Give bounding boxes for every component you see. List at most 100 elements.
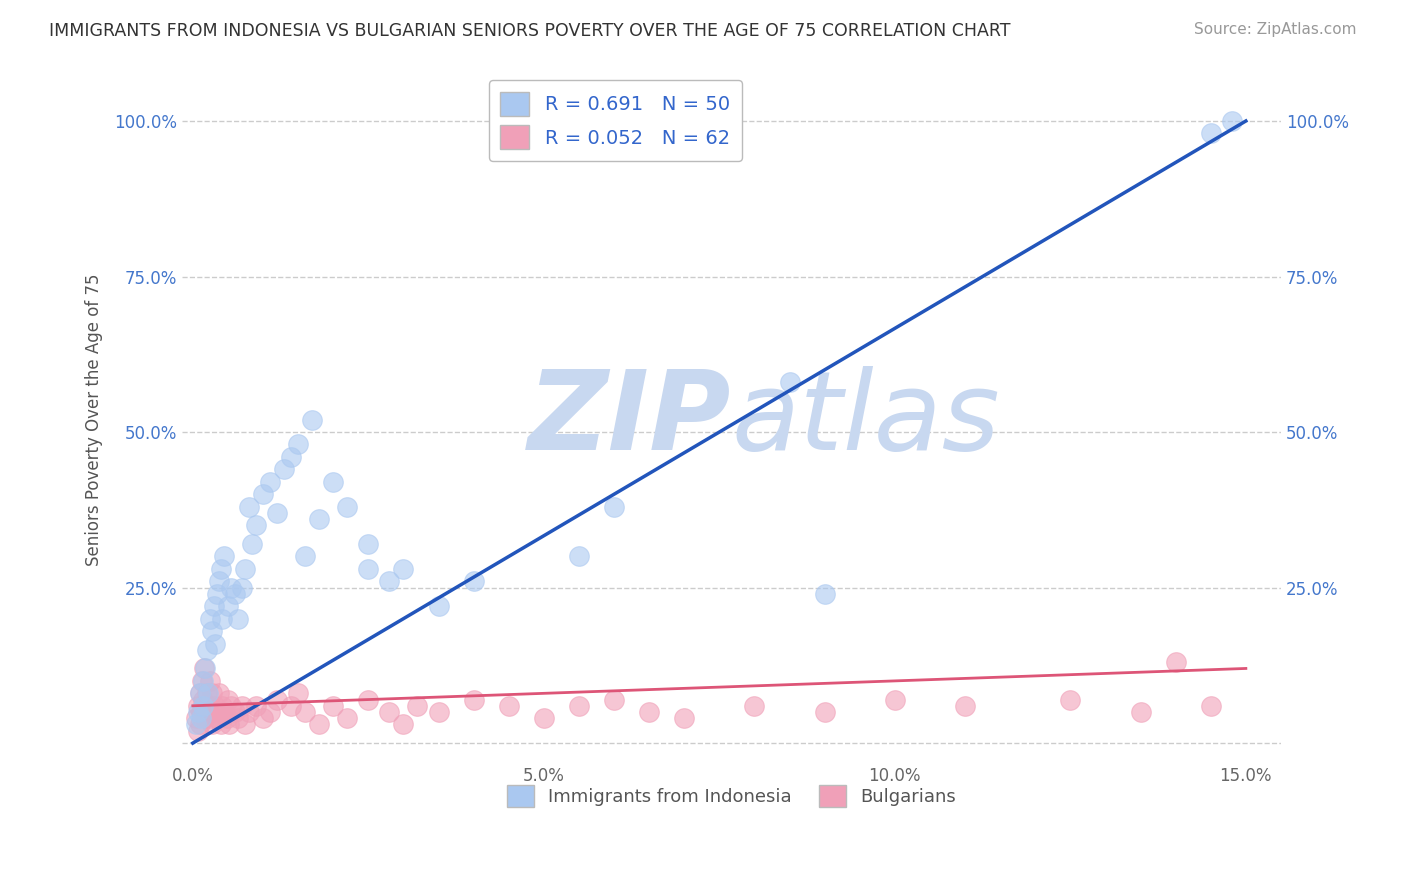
- Point: [217, 692, 239, 706]
- Point: [231, 581, 253, 595]
- Text: Source: ZipAtlas.com: Source: ZipAtlas.com: [1194, 22, 1357, 37]
- Point: [197, 698, 219, 713]
- Point: [378, 705, 401, 719]
- Point: [322, 698, 344, 713]
- Point: [214, 549, 236, 564]
- Text: ZIP: ZIP: [529, 366, 731, 473]
- Point: [193, 673, 215, 688]
- Point: [533, 711, 555, 725]
- Point: [1059, 692, 1081, 706]
- Point: [259, 475, 281, 489]
- Point: [406, 698, 429, 713]
- Point: [211, 612, 233, 626]
- Point: [187, 705, 209, 719]
- Point: [308, 717, 330, 731]
- Point: [207, 587, 229, 601]
- Point: [235, 717, 257, 731]
- Point: [190, 711, 212, 725]
- Point: [245, 698, 267, 713]
- Point: [266, 692, 288, 706]
- Point: [242, 537, 264, 551]
- Point: [638, 705, 661, 719]
- Point: [378, 574, 401, 589]
- Point: [357, 692, 380, 706]
- Point: [221, 698, 243, 713]
- Point: [1164, 655, 1187, 669]
- Point: [603, 500, 626, 514]
- Point: [207, 711, 229, 725]
- Point: [193, 692, 215, 706]
- Point: [568, 698, 591, 713]
- Point: [202, 599, 225, 614]
- Point: [202, 705, 225, 719]
- Point: [187, 723, 209, 738]
- Point: [392, 562, 415, 576]
- Point: [287, 437, 309, 451]
- Point: [308, 512, 330, 526]
- Point: [280, 450, 302, 464]
- Point: [217, 599, 239, 614]
- Point: [322, 475, 344, 489]
- Point: [204, 698, 226, 713]
- Point: [204, 636, 226, 650]
- Point: [215, 711, 238, 725]
- Point: [336, 500, 359, 514]
- Point: [208, 574, 231, 589]
- Point: [1199, 127, 1222, 141]
- Point: [193, 698, 215, 713]
- Point: [214, 705, 236, 719]
- Point: [198, 711, 221, 725]
- Point: [294, 549, 316, 564]
- Point: [603, 692, 626, 706]
- Point: [357, 537, 380, 551]
- Text: IMMIGRANTS FROM INDONESIA VS BULGARIAN SENIORS POVERTY OVER THE AGE OF 75 CORREL: IMMIGRANTS FROM INDONESIA VS BULGARIAN S…: [49, 22, 1011, 40]
- Point: [287, 686, 309, 700]
- Point: [201, 686, 224, 700]
- Point: [188, 686, 211, 700]
- Point: [252, 711, 274, 725]
- Point: [357, 562, 380, 576]
- Point: [245, 518, 267, 533]
- Point: [568, 549, 591, 564]
- Point: [280, 698, 302, 713]
- Point: [224, 705, 246, 719]
- Point: [814, 705, 837, 719]
- Point: [194, 661, 217, 675]
- Point: [238, 705, 260, 719]
- Point: [273, 462, 295, 476]
- Point: [194, 711, 217, 725]
- Point: [235, 562, 257, 576]
- Point: [187, 698, 209, 713]
- Point: [186, 711, 208, 725]
- Point: [1199, 698, 1222, 713]
- Y-axis label: Seniors Poverty Over the Age of 75: Seniors Poverty Over the Age of 75: [86, 273, 103, 566]
- Point: [336, 711, 359, 725]
- Point: [814, 587, 837, 601]
- Point: [200, 612, 222, 626]
- Point: [427, 599, 450, 614]
- Point: [188, 686, 211, 700]
- Point: [197, 686, 219, 700]
- Point: [195, 642, 218, 657]
- Point: [498, 698, 520, 713]
- Point: [252, 487, 274, 501]
- Text: atlas: atlas: [731, 366, 1000, 473]
- Point: [259, 705, 281, 719]
- Point: [224, 587, 246, 601]
- Point: [953, 698, 976, 713]
- Point: [188, 717, 211, 731]
- Point: [238, 500, 260, 514]
- Point: [190, 705, 212, 719]
- Point: [779, 376, 801, 390]
- Point: [1129, 705, 1152, 719]
- Point: [463, 574, 485, 589]
- Point: [463, 692, 485, 706]
- Point: [211, 698, 233, 713]
- Point: [228, 612, 250, 626]
- Point: [221, 581, 243, 595]
- Point: [744, 698, 766, 713]
- Point: [209, 562, 232, 576]
- Point: [427, 705, 450, 719]
- Point: [209, 717, 232, 731]
- Point: [228, 711, 250, 725]
